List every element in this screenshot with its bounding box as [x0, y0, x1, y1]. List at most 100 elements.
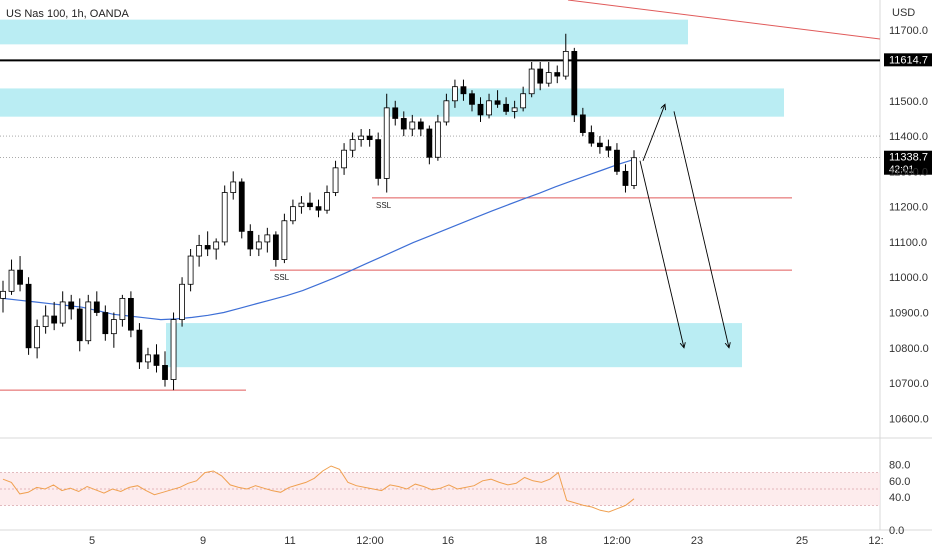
oscillator-tick-label: 40.0 [889, 492, 910, 504]
candle-body [400, 118, 407, 130]
candle-body [392, 107, 399, 119]
candle-body [290, 206, 296, 222]
price-tick-label: 11700.0 [889, 25, 928, 37]
price-badge [884, 53, 932, 67]
candle-body [68, 301, 75, 310]
projection-arrows [639, 104, 729, 347]
candle-body [511, 107, 518, 112]
candle-body [42, 315, 49, 328]
symbol-title: US Nas 100, 1h, OANDA [6, 8, 130, 20]
candle-countdown: 42:01 [889, 165, 914, 176]
candle-body [51, 315, 58, 324]
zone [0, 19, 688, 45]
time-tick-label: 23 [691, 535, 703, 547]
supply-demand-zones [0, 19, 784, 368]
candle-body [417, 121, 424, 130]
oscillator-tick-label: 60.0 [889, 476, 910, 488]
price-tick-label: 11000.0 [889, 272, 928, 284]
price-axis[interactable]: 11700.0 11614.7 11500.0 11400.0 11338.742:01… [884, 25, 932, 425]
time-tick-label: 18 [535, 535, 547, 547]
candle-body [452, 86, 458, 102]
price-tick-label: 11500.0 [889, 96, 928, 108]
candle-body [503, 103, 509, 112]
price-tick-label: 11200.0 [889, 202, 928, 214]
candle-body [221, 192, 228, 243]
time-tick-label: 11 [284, 535, 295, 547]
candle-body [622, 170, 629, 186]
candle-body [528, 68, 535, 95]
candle-body [153, 354, 160, 366]
candle-body [562, 50, 569, 77]
candle-body [196, 245, 203, 257]
level-label: SSL [376, 201, 392, 210]
candle-body [170, 319, 177, 380]
candle-body [102, 312, 109, 335]
candle-body [554, 72, 561, 77]
candle-body [341, 149, 347, 169]
candle-body [383, 107, 390, 179]
price-badge-label: 11338.7 [889, 152, 928, 164]
level-label: SSL [274, 273, 290, 282]
projection-arrow [673, 111, 729, 347]
candle-body [213, 241, 220, 250]
candle-body [477, 103, 484, 116]
price-badge [884, 150, 932, 175]
oscillator-tick-label: 0.0 [889, 525, 904, 537]
candle-body [486, 100, 492, 116]
price-tick-label: 11100.0 [889, 237, 927, 249]
candles [0, 33, 637, 391]
candle-body [110, 319, 117, 335]
time-axis[interactable]: 5 9 11 12:00 16 18 12:00 23 25 12: [89, 535, 884, 547]
candle-body [162, 365, 168, 380]
price-tick-label: 10700.0 [889, 378, 929, 390]
candle-body [85, 301, 92, 342]
price-tick-label: 10800.0 [889, 343, 929, 355]
candle-body [358, 135, 365, 141]
candle-body [8, 269, 15, 292]
candle-body [631, 157, 637, 186]
candle-body [469, 93, 475, 105]
oscillator-pane[interactable]: 80.0 60.0 40.0 0.0 [0, 459, 910, 537]
candle-body [605, 146, 612, 151]
candle-body [588, 132, 595, 144]
price-tick-label: 10600.0 [889, 413, 929, 425]
candle-body [187, 255, 194, 285]
zone [0, 88, 784, 117]
candle-body [281, 220, 288, 260]
candle-body [409, 121, 416, 130]
price-tick-label: 11400.0 [889, 131, 928, 143]
oscillator-tick-label: 80.0 [889, 459, 910, 471]
candle-body [179, 283, 185, 320]
candle-body [571, 50, 578, 116]
candle-body [93, 301, 100, 313]
candle-body [520, 93, 527, 109]
oscillator-line [2, 465, 635, 513]
candle-body [238, 181, 245, 232]
candle-body [136, 329, 143, 363]
time-tick-label: 12:00 [356, 535, 384, 547]
candle-body [25, 283, 32, 349]
candle-body [579, 114, 586, 133]
candle-body [247, 230, 254, 250]
candle-body [537, 68, 544, 84]
candle-body [17, 269, 23, 285]
candle-body [119, 297, 126, 320]
trend-line [567, 0, 881, 40]
level-lines: SSL SSL [0, 0, 881, 391]
time-tick-label: 9 [200, 535, 206, 547]
price-tick-label: 10900.0 [889, 308, 929, 320]
candle-body [366, 135, 373, 141]
candle-body [596, 142, 603, 148]
candle-body [145, 354, 151, 363]
candle-body [434, 121, 441, 158]
candle-body [255, 241, 262, 250]
candle-body [59, 301, 66, 324]
time-tick-label: 12: [868, 535, 883, 547]
candle-body [332, 167, 339, 193]
candle-body [230, 181, 237, 193]
time-tick-label: 16 [442, 535, 454, 547]
price-badge-label: 11614.7 [889, 54, 928, 66]
